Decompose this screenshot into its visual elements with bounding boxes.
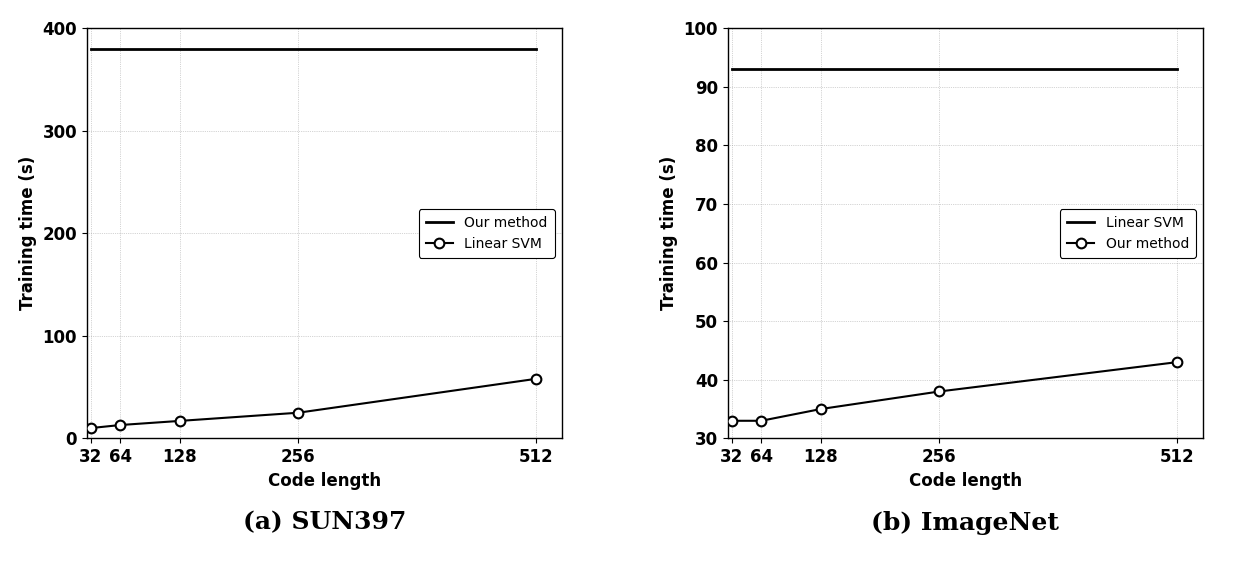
- Linear SVM: [291, 409, 306, 416]
- Y-axis label: Training time (s): Training time (s): [660, 156, 678, 310]
- Line: Our method: Our method: [727, 357, 1182, 425]
- Legend: Linear SVM, Our method: Linear SVM, Our method: [1060, 209, 1195, 257]
- X-axis label: Code length: Code length: [268, 472, 381, 490]
- Linear SVM: [1169, 66, 1184, 72]
- Our method: [754, 418, 769, 424]
- Our method: [724, 418, 739, 424]
- Y-axis label: Training time (s): Training time (s): [19, 156, 37, 310]
- Our method: [291, 46, 306, 52]
- Our method: [113, 46, 128, 52]
- Our method: [172, 46, 187, 52]
- Our method: [932, 388, 947, 395]
- Our method: [813, 406, 828, 413]
- Linear SVM: [83, 425, 98, 432]
- Linear SVM: [724, 66, 739, 72]
- Linear SVM: [932, 66, 947, 72]
- Text: (a) SUN397: (a) SUN397: [243, 511, 405, 534]
- Linear SVM: [113, 422, 128, 428]
- Linear SVM: [172, 418, 187, 424]
- Linear SVM: [528, 375, 543, 382]
- Linear SVM: [754, 66, 769, 72]
- Linear SVM: [813, 66, 828, 72]
- Our method: [528, 46, 543, 52]
- Our method: [1169, 359, 1184, 365]
- Text: (b) ImageNet: (b) ImageNet: [872, 511, 1059, 534]
- Legend: Our method, Linear SVM: Our method, Linear SVM: [419, 209, 554, 257]
- Our method: [83, 46, 98, 52]
- X-axis label: Code length: Code length: [909, 472, 1022, 490]
- Line: Linear SVM: Linear SVM: [86, 374, 541, 433]
